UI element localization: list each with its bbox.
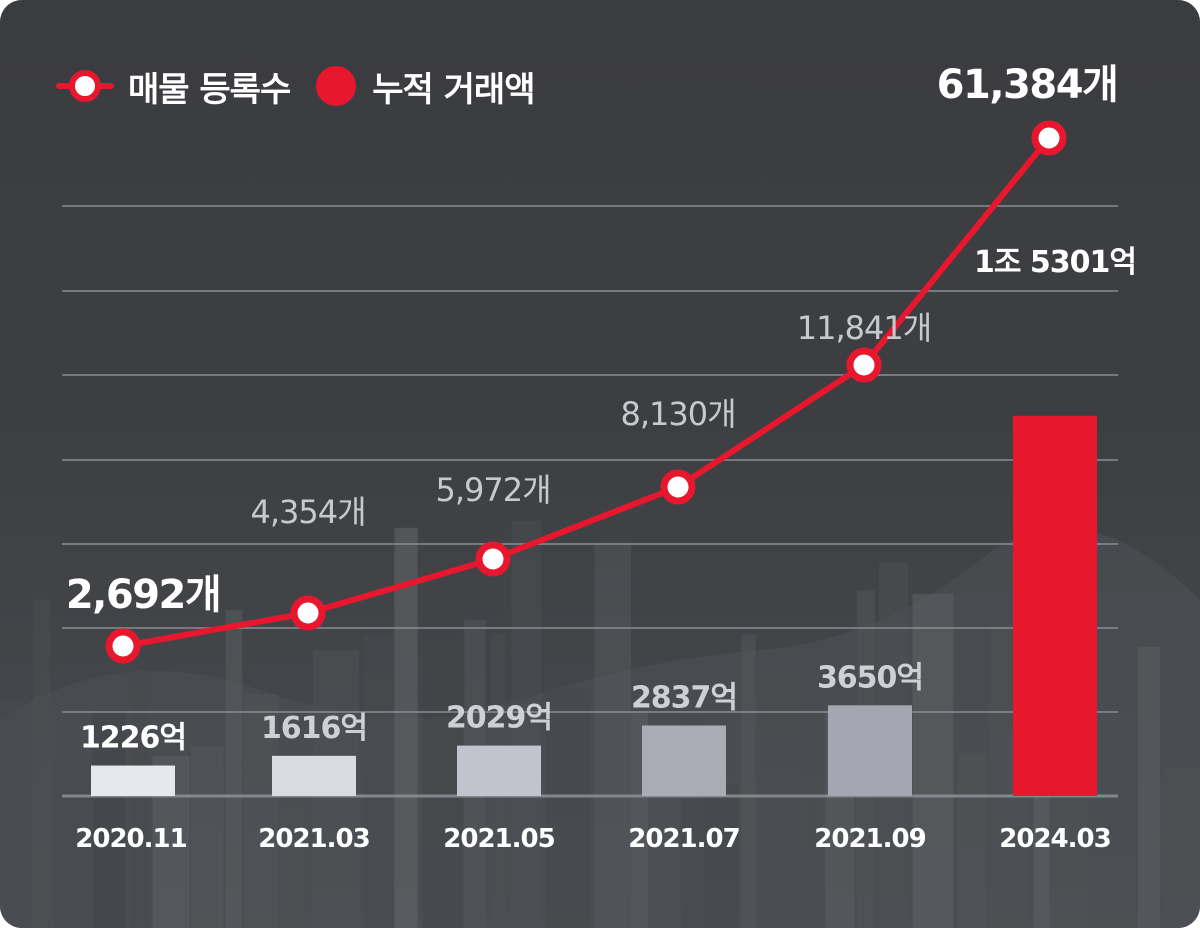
line-point-2024.03 [1031, 120, 1067, 156]
dot-marker-icon [316, 66, 357, 106]
bar-value-label: 3650억 [817, 660, 923, 695]
bar-value-label: 1226억 [80, 721, 186, 756]
x-tick-label: 2021.03 [258, 824, 369, 854]
line-value-label: 11,841개 [797, 309, 931, 347]
legend-label-transactions: 누적 거래액 [372, 69, 535, 110]
line-value-label: 4,354개 [250, 493, 365, 531]
legend-label-listings: 매물 등록수 [128, 69, 291, 110]
line-marker-icon [56, 64, 114, 108]
x-tick-label: 2021.09 [814, 824, 925, 854]
line-point-2021.05 [475, 541, 511, 577]
x-tick-label: 2021.05 [443, 824, 554, 854]
x-tick-label: 2024.03 [999, 824, 1110, 854]
bar-2020.11 [91, 765, 175, 796]
legend-item-listings: 매물 등록수 [56, 62, 291, 111]
legend: 매물 등록수 누적 거래액 [56, 62, 561, 111]
series-line-listings [120, 135, 1052, 649]
bar-2021.09 [828, 705, 912, 796]
bar-value-label: 1조 5301억 [974, 245, 1136, 280]
line-point-2021.07 [660, 469, 696, 505]
bar-value-label: 2837억 [631, 681, 737, 716]
bar-2021.07 [642, 725, 726, 796]
line-value-label: 61,384개 [937, 62, 1118, 108]
x-tick-label: 2020.11 [75, 824, 186, 854]
line-value-label: 2,692개 [66, 572, 220, 618]
line-point-2021.09 [846, 347, 882, 383]
legend-item-transactions: 누적 거래액 [316, 62, 536, 111]
line-value-label: 8,130개 [620, 395, 735, 433]
bar-2024.03 [1013, 415, 1097, 796]
bar-2021.03 [272, 755, 356, 796]
line-point-2021.03 [290, 595, 326, 631]
x-tick-label: 2021.07 [628, 824, 739, 854]
bar-2021.05 [457, 745, 541, 796]
line-point-2020.11 [105, 628, 141, 664]
line-value-label: 5,972개 [435, 471, 550, 509]
bar-value-label: 1616억 [261, 711, 367, 746]
bar-value-label: 2029억 [446, 701, 552, 736]
